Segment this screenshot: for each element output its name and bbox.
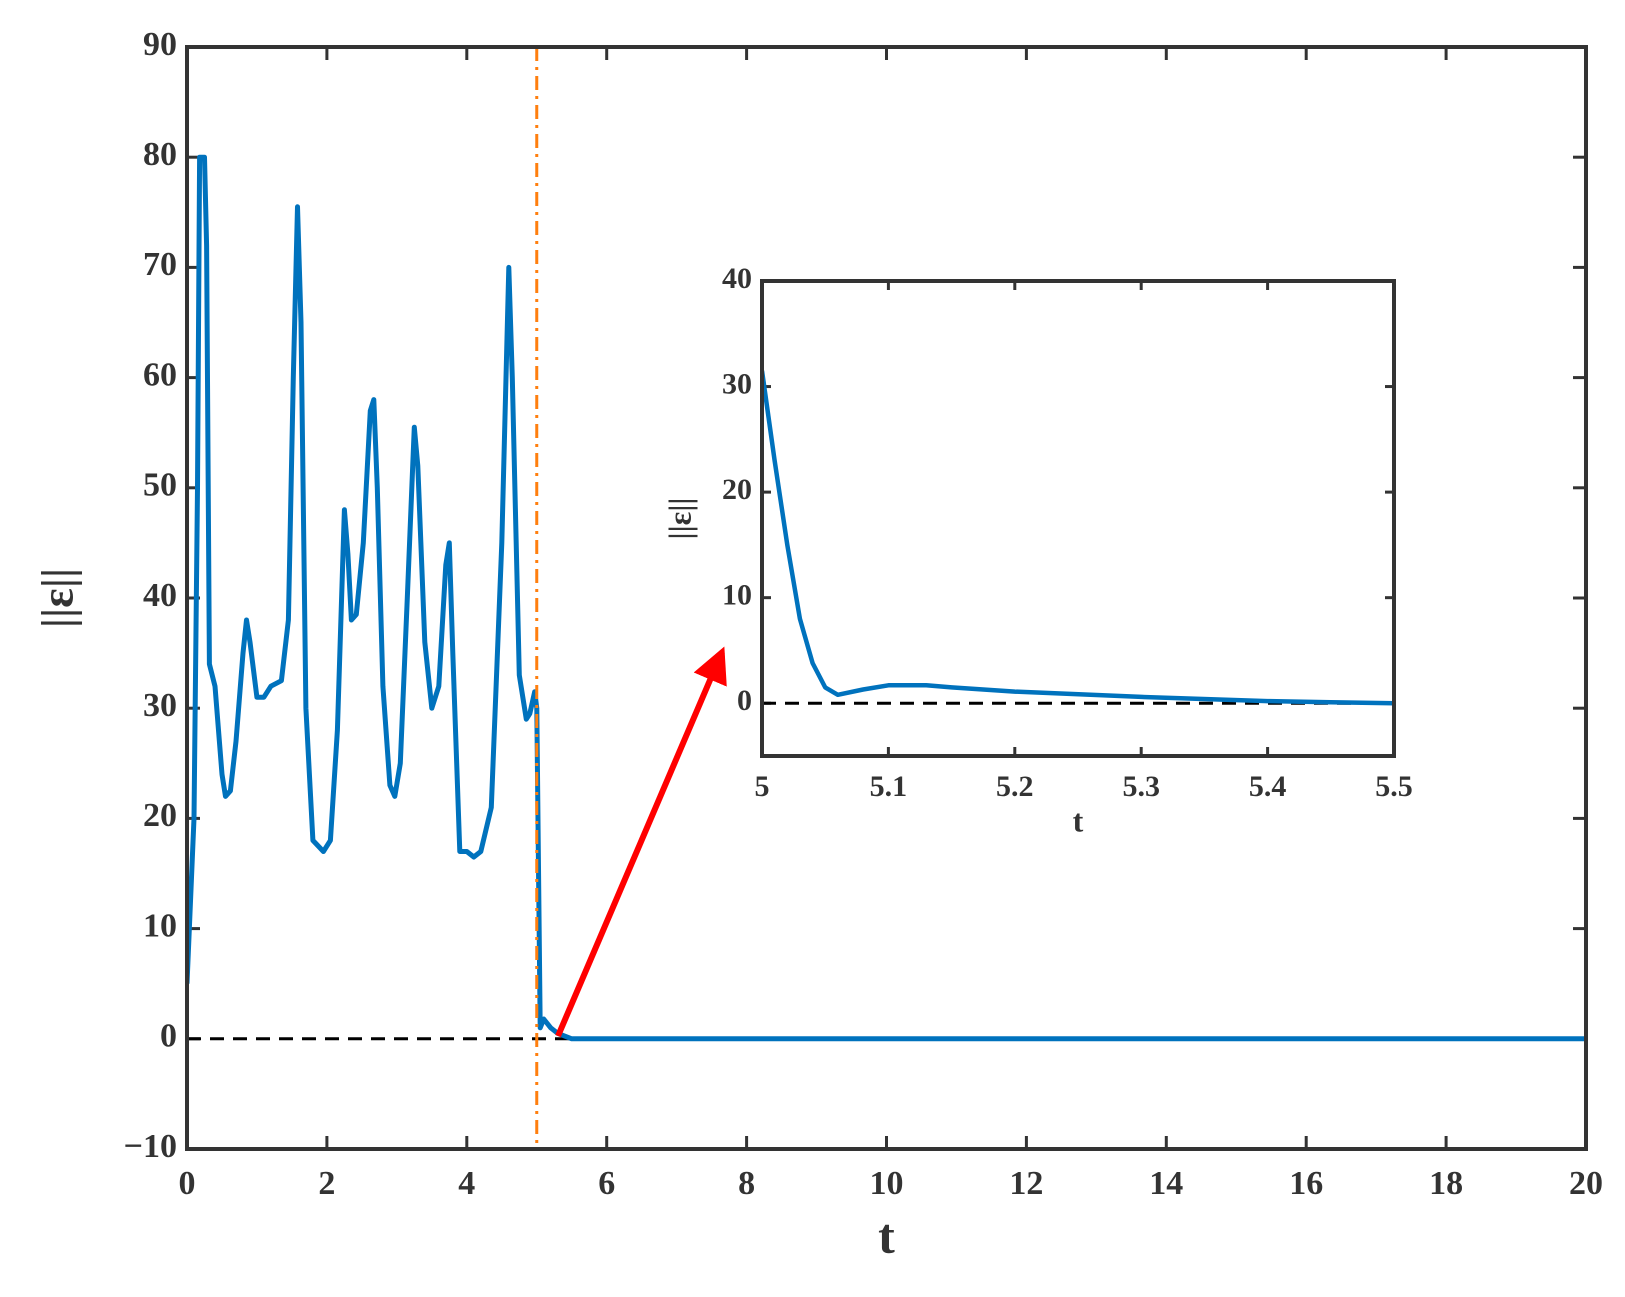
y-tick-label: −10 [124, 1128, 177, 1165]
y-tick-label: 0 [737, 684, 752, 717]
y-tick-label: 30 [722, 367, 752, 400]
x-tick-label: 2 [318, 1165, 335, 1202]
y-tick-label: 40 [143, 577, 177, 614]
x-tick-label: 5.4 [1249, 770, 1287, 803]
x-tick-label: 18 [1429, 1165, 1463, 1202]
zoom-arrow [555, 646, 727, 1038]
x-tick-label: 5.3 [1122, 770, 1160, 803]
y-tick-label: 0 [160, 1018, 177, 1055]
x-tick-label: 12 [1009, 1165, 1043, 1202]
x-tick-label: 14 [1149, 1165, 1183, 1202]
axes-box [760, 279, 1396, 758]
y-tick-label: 30 [143, 687, 177, 724]
data-line [187, 154, 1586, 1042]
x-tick-label: 20 [1569, 1165, 1603, 1202]
x-tick-label: 5.2 [996, 770, 1034, 803]
y-tick-label: 10 [722, 579, 752, 612]
chart: 0 10 20 30 40 5 5.1 5.2 5.3 5.4 5.5 t ||ε|| [661, 262, 1412, 839]
y-tick-label: 70 [143, 246, 177, 283]
x-tick-label: 16 [1289, 1165, 1323, 1202]
x-tick-label: 5.1 [870, 770, 908, 803]
y-axis-label: ||ε|| [32, 568, 83, 628]
plot-background [762, 281, 1394, 756]
x-tick-label: 0 [179, 1165, 196, 1202]
y-tick-label: 50 [143, 467, 177, 504]
x-tick-label: 8 [738, 1165, 755, 1202]
y-tick-label: 20 [143, 797, 177, 834]
x-tick-label: 5.5 [1375, 770, 1413, 803]
x-tick-label: 10 [870, 1165, 904, 1202]
x-tick-label: 6 [598, 1165, 615, 1202]
y-tick-label: 10 [143, 907, 177, 944]
x-tick-label: 5 [755, 770, 770, 803]
y-tick-label: 60 [143, 356, 177, 393]
y-tick-label: 80 [143, 136, 177, 173]
x-axis-label: t [878, 1208, 895, 1264]
axes-box [185, 45, 1588, 1151]
y-tick-label: 40 [722, 262, 752, 295]
x-axis-label: t [1073, 803, 1084, 839]
y-tick-label: 20 [722, 473, 752, 506]
y-axis-label: ||ε|| [661, 498, 697, 540]
y-tick-label: 90 [143, 26, 177, 63]
x-tick-label: 4 [458, 1165, 475, 1202]
data-line [762, 370, 1394, 706]
